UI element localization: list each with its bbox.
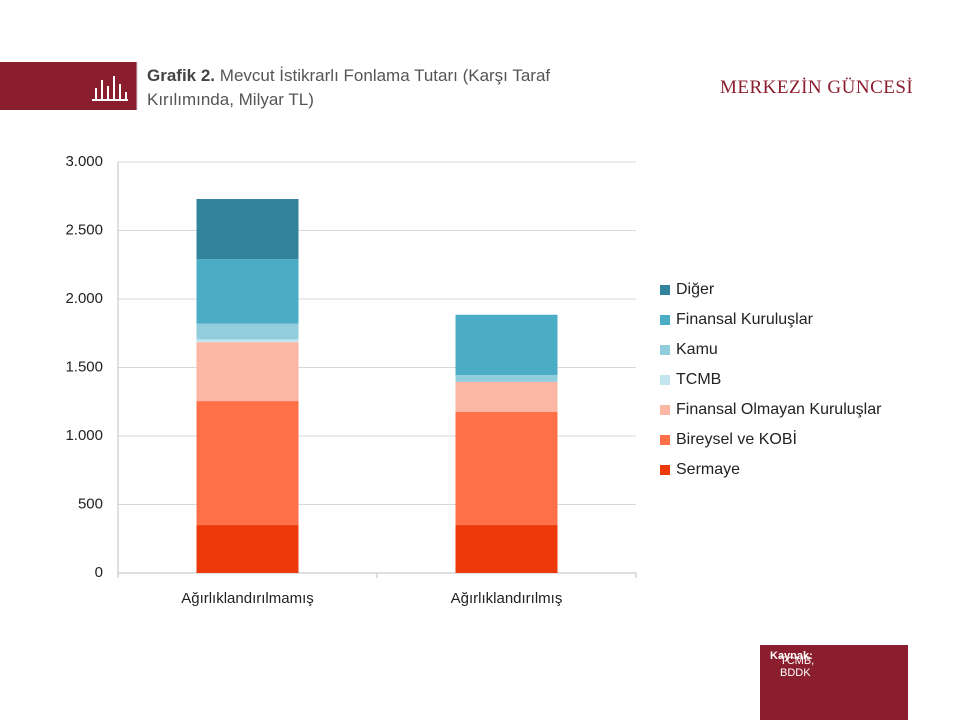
x-tick-label: Ağırlıklandırılmış <box>451 590 563 607</box>
bar-segment <box>455 314 558 376</box>
legend-label: TCMB <box>676 371 721 388</box>
legend-label: Finansal Kuruluşlar <box>676 311 814 328</box>
y-tick-label: 500 <box>78 495 103 512</box>
legend-swatch <box>660 315 670 325</box>
y-tick-label: 3.000 <box>65 153 103 170</box>
bar-segment <box>196 525 299 573</box>
y-tick-label: 1.000 <box>65 427 103 444</box>
legend-label: Finansal Olmayan Kuruluşlar <box>676 401 882 418</box>
y-tick-label: 2.000 <box>65 290 103 307</box>
bar-segment <box>196 401 299 526</box>
source-text: TCMB, BDDK <box>780 655 815 679</box>
legend-swatch <box>660 285 670 295</box>
brand: MERKEZİN GÜNCESİ <box>720 77 914 98</box>
bar-segment <box>455 525 558 573</box>
legend-label: Diğer <box>676 281 715 298</box>
legend-swatch <box>660 405 670 415</box>
y-tick-label: 0 <box>95 564 103 581</box>
bar-segment <box>455 381 558 413</box>
legend-label: Kamu <box>676 341 718 358</box>
title-text: Mevcut İstikrarlı Fonlama Tutarı (Karşı … <box>147 66 551 109</box>
bar-segment <box>196 323 299 340</box>
x-tick-label: Ağırlıklandırılmamış <box>181 590 314 607</box>
y-tick-label: 2.500 <box>65 221 103 238</box>
y-tick-label: 1.500 <box>65 358 103 375</box>
legend-swatch <box>660 435 670 445</box>
chart-title: Grafik 2. Mevcut İstikrarlı Fonlama Tuta… <box>147 64 637 112</box>
bar-segment <box>455 412 558 526</box>
bar-segment <box>196 198 299 260</box>
legend-swatch <box>660 345 670 355</box>
bar-segment <box>455 375 558 382</box>
bar-segment <box>196 342 299 402</box>
legend-swatch <box>660 465 670 475</box>
chart-icon <box>92 76 128 101</box>
source-box: Kaynak: TCMB, BDDK <box>760 645 908 720</box>
bar-segment <box>196 339 299 343</box>
bar-segment <box>196 259 299 324</box>
title-label: Grafik 2. <box>147 66 216 85</box>
header-band <box>0 62 137 110</box>
legend-label: Bireysel ve KOBİ <box>676 429 797 448</box>
legend-label: Sermaye <box>676 461 740 478</box>
legend-swatch <box>660 375 670 385</box>
source-label: Kaynak: <box>770 650 813 662</box>
